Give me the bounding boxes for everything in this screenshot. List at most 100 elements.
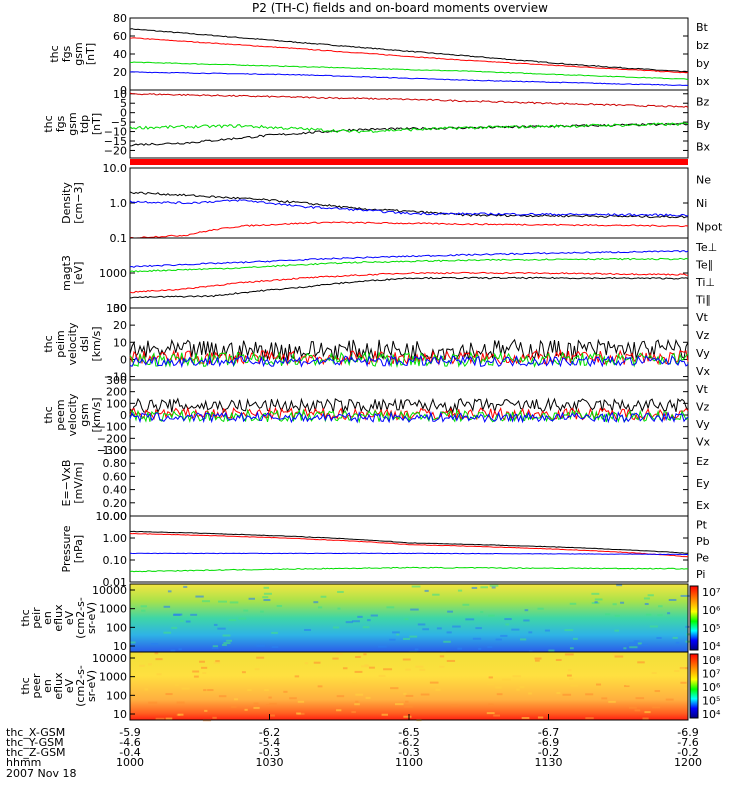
spectrogram-speckle — [643, 597, 650, 600]
spectrogram-speckle — [320, 595, 327, 598]
x-row-value: -0.4 — [119, 746, 140, 759]
spectrogram-speckle — [516, 688, 520, 691]
spectrogram-speckle — [462, 603, 470, 606]
spectrogram-speckle — [487, 645, 493, 648]
spectrogram-speckle — [415, 665, 424, 668]
x-row-value: 1100 — [395, 756, 423, 769]
spectrogram-speckle — [256, 644, 266, 647]
panel-fgs: 0 20 40 60 80 thc fgs gsm [nT] Bt bz by bx — [48, 12, 710, 97]
spectrogram-speckle — [502, 678, 511, 681]
spectrogram-speckle — [333, 626, 340, 629]
y-label-line: fgs — [60, 45, 73, 62]
spectrogram-speckle — [170, 649, 176, 652]
x-row-value: -6.7 — [538, 726, 559, 739]
series-Pi — [129, 552, 688, 556]
spectrogram-speckle — [313, 661, 321, 664]
spectrogram-speckle — [238, 617, 247, 620]
spectrogram-speckle — [148, 663, 152, 666]
spectrogram-speckle — [480, 611, 484, 614]
spectrogram-speckle — [403, 715, 412, 718]
y-label-line: E=−VxB — [60, 460, 73, 507]
spectrogram-speckle — [289, 697, 297, 700]
spectrogram-speckle — [183, 585, 188, 588]
spectrogram-speckle — [605, 613, 611, 616]
spectrogram-speckle — [351, 620, 360, 623]
spectrogram-speckle — [612, 653, 620, 656]
x-row-value: -5.4 — [259, 736, 280, 749]
colorbar-tick-label: 10⁵ — [702, 622, 720, 635]
spectrogram-speckle — [204, 709, 208, 712]
spectrogram-speckle — [641, 643, 648, 646]
spectrogram-speckle — [174, 683, 179, 686]
spectrogram-speckle — [480, 586, 488, 589]
spectrogram-speckle — [138, 652, 143, 655]
spectrogram-speckle — [185, 620, 191, 623]
y-label-line: [nT] — [84, 43, 97, 65]
x-row-value: -6.5 — [398, 726, 419, 739]
spectrogram-speckle — [534, 659, 540, 662]
spectrogram-speckle — [491, 586, 496, 589]
spectrogram-speckle — [652, 706, 661, 709]
spectrogram-speckle — [218, 600, 227, 603]
spectrogram-speckle — [519, 686, 525, 689]
spectrogram-speckle — [378, 674, 386, 677]
spectrogram-speckle — [672, 636, 678, 639]
colorbar-tick-label: 10⁴ — [702, 708, 721, 721]
series-Vy — [129, 351, 689, 368]
spectrogram-speckle — [495, 686, 502, 689]
spectrogram-speckle — [457, 647, 463, 650]
spectrogram-speckle — [511, 628, 520, 631]
spectrogram-speckle — [392, 631, 400, 634]
spectrogram-speckle — [585, 693, 594, 696]
spectrogram-speckle — [404, 618, 409, 621]
spectrogram-speckle — [680, 667, 686, 670]
y-tick-label: −5 — [111, 116, 127, 129]
spectrogram-speckle — [156, 673, 162, 676]
spectrogram-speckle — [567, 669, 572, 672]
x-row-value: 1030 — [256, 756, 284, 769]
y-tick-label: 10 — [113, 336, 127, 349]
spectrogram-speckle — [199, 660, 205, 663]
spectrogram-speckle — [256, 656, 265, 659]
spectrogram-speckle — [163, 631, 172, 634]
colorbar-tick-label: 10⁷ — [702, 586, 720, 599]
spectrogram-speckle — [228, 619, 237, 622]
x-row-label: hhmm — [6, 756, 41, 769]
spectrogram-speckle — [381, 713, 388, 716]
x-row-label: thc_Z-GSM — [6, 746, 66, 759]
spectrogram-speckle — [562, 693, 572, 696]
legend-Ti⊥: Ti⊥ — [695, 276, 715, 289]
spectrogram-speckle — [658, 605, 663, 608]
y-tick-label: 5 — [120, 97, 127, 110]
spectrogram-speckle — [500, 634, 508, 637]
spectrogram-speckle — [263, 599, 271, 602]
spectrogram-speckle — [165, 717, 173, 720]
x-row-value: -5.9 — [119, 726, 140, 739]
spectrogram-speckle — [215, 660, 220, 663]
x-row-value: -6.2 — [259, 726, 280, 739]
spectrogram-speckle — [614, 614, 620, 617]
y-label-line: peem — [54, 399, 67, 430]
spectrogram-speckle — [354, 670, 363, 673]
series-Ti∥ — [129, 257, 689, 273]
series-Te⊥ — [129, 271, 689, 294]
y-axis-label: thc fgs gsm [nT] — [48, 42, 97, 65]
spectrogram-speckle — [612, 603, 617, 606]
spectrogram-speckle — [628, 642, 638, 645]
spectrogram-speckle — [591, 592, 600, 595]
spectrogram-speckle — [528, 692, 532, 695]
spectrogram-speckle — [644, 711, 651, 714]
y-tick-label: −10 — [104, 126, 127, 139]
spectrogram-speckle — [177, 713, 184, 716]
y-label-line: magt3 — [60, 255, 73, 291]
spectrogram-speckle — [403, 692, 407, 695]
spectrogram-speckle — [585, 717, 594, 720]
legend-Bt: Bt — [696, 21, 709, 34]
spectrogram-speckle — [354, 703, 360, 706]
y-tick-label: 0.80 — [103, 457, 128, 470]
y-label-line: thc — [19, 677, 32, 694]
spectrogram-peir: 10100100010000thcpeirenefluxeV(cm2-s-sr-… — [19, 583, 721, 654]
spectrogram-image — [130, 584, 688, 652]
spectrogram-speckle — [668, 598, 677, 601]
